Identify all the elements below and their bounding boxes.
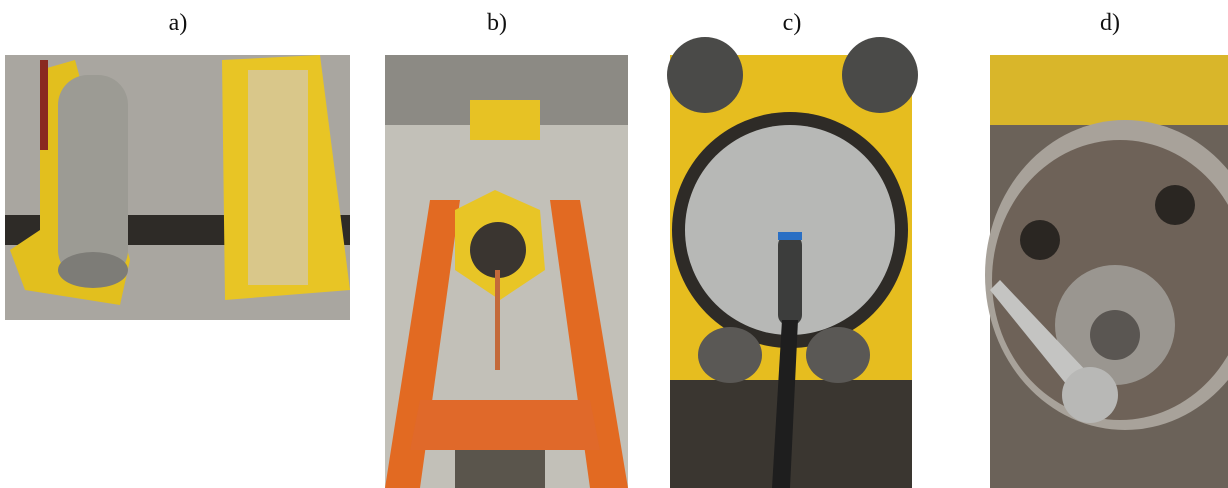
photo-a — [5, 55, 350, 320]
panel-label: b) — [487, 10, 507, 36]
panel-label: a) — [169, 10, 188, 36]
photo-d — [985, 55, 1228, 488]
panel-label: c) — [783, 10, 802, 36]
panel-label: d) — [1100, 10, 1120, 36]
photo-b — [385, 55, 628, 488]
photo-c — [667, 37, 918, 488]
